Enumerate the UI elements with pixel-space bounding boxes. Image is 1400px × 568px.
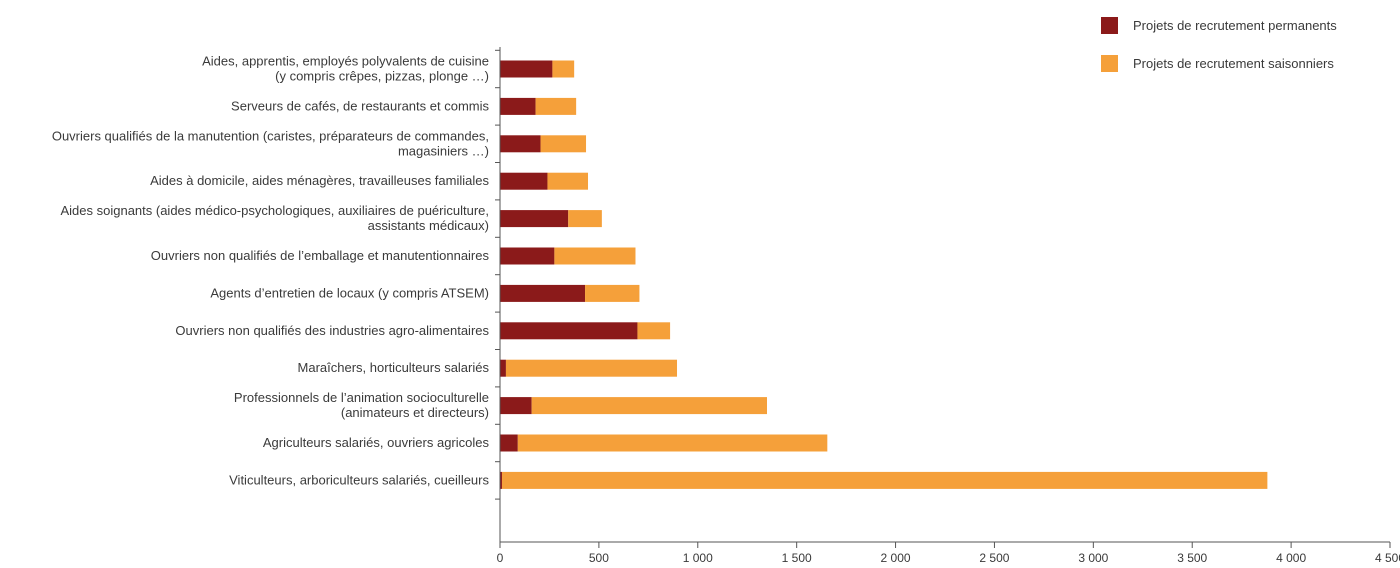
category-label: Aides à domicile, aides ménagères, trava…: [150, 173, 489, 188]
bar-permanents-6: [500, 284, 586, 302]
bar-saisonniers-6: [585, 284, 640, 302]
bar-permanents-9: [500, 397, 532, 415]
bar-permanents-8: [500, 359, 506, 377]
bar-permanents-7: [500, 322, 638, 340]
category-label: Aides soignants (aides médico-psychologi…: [60, 203, 489, 218]
category-label: Ouvriers qualifiés de la manutention (ca…: [52, 128, 489, 143]
bar-saisonniers-4: [568, 210, 602, 228]
bar-permanents-1: [500, 97, 536, 115]
category-label: (y compris crêpes, pizzas, plonge …): [275, 69, 489, 84]
bar-saisonniers-8: [505, 359, 678, 377]
bar-permanents-3: [500, 172, 548, 190]
category-label: assistants médicaux): [368, 218, 489, 233]
bar-permanents-4: [500, 210, 569, 228]
category-label: Viticulteurs, arboriculteurs salariés, c…: [229, 472, 489, 487]
category-label: Serveurs de cafés, de restaurants et com…: [231, 98, 489, 113]
x-tick-label: 4 000: [1276, 551, 1306, 565]
legend-swatch-saisonniers: [1101, 55, 1118, 72]
category-label: (animateurs et directeurs): [341, 405, 489, 420]
bar-saisonniers-1: [535, 97, 577, 115]
x-tick-label: 500: [589, 551, 609, 565]
bar-permanents-0: [500, 60, 553, 78]
x-tick-label: 3 500: [1177, 551, 1207, 565]
x-tick-label: 0: [497, 551, 504, 565]
legend-swatch-permanents: [1101, 17, 1118, 34]
bar-saisonniers-5: [554, 247, 636, 265]
category-label: Ouvriers non qualifiés de l’emballage et…: [151, 248, 490, 263]
x-tick-label: 2 500: [979, 551, 1009, 565]
category-label: Aides, apprentis, employés polyvalents d…: [202, 54, 489, 69]
x-tick-label: 1 500: [782, 551, 812, 565]
bar-saisonniers-11: [501, 471, 1268, 489]
category-label: Ouvriers non qualifiés des industries ag…: [175, 323, 489, 338]
bar-saisonniers-9: [531, 397, 767, 415]
bar-saisonniers-2: [540, 135, 587, 153]
legend-label-permanents: Projets de recrutement permanents: [1133, 18, 1337, 33]
category-label: Agents d’entretien de locaux (y compris …: [210, 285, 489, 300]
x-tick-label: 2 000: [881, 551, 911, 565]
bar-permanents-2: [500, 135, 541, 153]
category-label: Professionnels de l’animation sociocultu…: [234, 390, 489, 405]
bar-permanents-10: [500, 434, 518, 452]
legend-label-saisonniers: Projets de recrutement saisonniers: [1133, 56, 1334, 71]
category-label: Agriculteurs salariés, ouvriers agricole…: [263, 435, 490, 450]
x-tick-label: 3 000: [1078, 551, 1108, 565]
category-label: Maraîchers, horticulteurs salariés: [298, 360, 490, 375]
bar-permanents-11: [500, 471, 502, 489]
bar-saisonniers-3: [547, 172, 589, 190]
bar-saisonniers-7: [637, 322, 671, 340]
category-label: magasiniers …): [398, 143, 489, 158]
bar-saisonniers-10: [517, 434, 828, 452]
bar-saisonniers-0: [552, 60, 575, 78]
x-tick-label: 4 500: [1375, 551, 1400, 565]
x-tick-label: 1 000: [683, 551, 713, 565]
bar-permanents-5: [500, 247, 555, 265]
